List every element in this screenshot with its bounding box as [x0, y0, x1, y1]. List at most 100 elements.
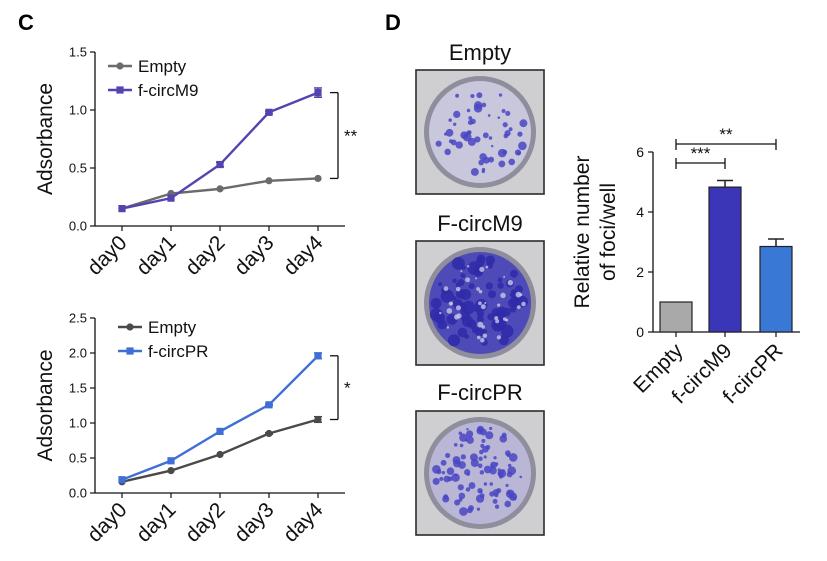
colony-spot	[490, 461, 498, 469]
colony-spot	[457, 279, 465, 287]
colony-spot	[494, 504, 500, 509]
colony-spot	[509, 305, 517, 313]
bar	[659, 301, 693, 333]
legend-label: f-circPR	[148, 342, 208, 361]
colony-spot	[481, 438, 486, 443]
colony-spot	[475, 298, 488, 312]
colony-spot	[466, 436, 474, 444]
colony-spot	[501, 109, 506, 113]
colony-spot	[504, 130, 511, 137]
colony-gap	[521, 301, 526, 307]
series-line-1	[121, 354, 319, 481]
colony-spot	[454, 499, 461, 506]
colony-spot	[452, 257, 465, 270]
colony-spot	[461, 265, 466, 270]
colony-spot	[498, 335, 509, 346]
colony-spot	[480, 428, 487, 436]
significance-label: **	[344, 127, 358, 146]
colony-spot	[504, 500, 512, 508]
colony-spot	[445, 452, 451, 458]
colony-gap	[465, 277, 471, 283]
colony-gap	[480, 338, 485, 343]
colony-spot	[440, 289, 454, 303]
colony-gap	[507, 279, 514, 286]
y-axis-title: Adsorbance	[34, 349, 57, 461]
colony-spot	[505, 483, 509, 488]
colony-spot	[473, 101, 483, 110]
colony-spot	[468, 482, 476, 489]
colony-spot	[479, 470, 485, 475]
colony-spot	[474, 136, 481, 143]
colony-gap	[475, 277, 478, 280]
colony-spot	[454, 473, 458, 477]
significance-label: **	[719, 125, 733, 144]
colony-spot	[485, 431, 494, 440]
colony-spot	[478, 159, 484, 166]
colony-spot	[508, 127, 513, 132]
colony-gap	[455, 286, 461, 292]
colony-spot	[519, 119, 528, 128]
colony-spot	[476, 315, 485, 323]
colony-gap	[478, 289, 483, 294]
colony-gap	[479, 266, 485, 273]
colony-spot	[458, 492, 466, 500]
legend-label: Empty	[138, 57, 187, 76]
data-point	[167, 194, 175, 202]
colony-spot	[514, 285, 523, 294]
dish-title: F-circPR	[437, 380, 523, 405]
colony-spot	[493, 456, 497, 460]
colony-spot	[497, 282, 504, 289]
data-point	[216, 185, 224, 193]
colony-spot	[483, 482, 488, 486]
colony-spot	[498, 160, 506, 168]
legend-label: Empty	[148, 318, 197, 337]
y-tick-label: 0.0	[69, 219, 87, 234]
colony-spot	[479, 493, 485, 499]
x-tick-label: day0	[83, 498, 131, 546]
colony-spot	[489, 482, 494, 486]
y-tick-label: 4	[636, 204, 644, 220]
colony-spot	[430, 297, 442, 309]
data-point	[216, 450, 224, 459]
colony-spot	[478, 456, 483, 461]
data-point	[265, 108, 273, 116]
colony-gap	[443, 286, 449, 291]
x-tick-label: day3	[230, 231, 278, 279]
colony-spot	[464, 334, 470, 339]
data-point	[118, 205, 126, 213]
dish-title: F-circM9	[437, 211, 523, 236]
y-tick-label: 2.0	[69, 346, 87, 361]
colony-spot	[446, 467, 455, 475]
data-point	[265, 429, 273, 438]
colony-spot	[466, 108, 471, 113]
colony-spot	[470, 458, 479, 468]
colony-spot	[488, 290, 497, 299]
data-point	[265, 401, 273, 409]
colony-spot	[459, 507, 468, 516]
colony-spot	[519, 475, 523, 479]
colony-gap	[519, 293, 523, 297]
colony-gap	[460, 270, 463, 273]
colony-spot	[489, 426, 493, 431]
colony-spot	[458, 461, 466, 469]
y-tick-label: 1.5	[69, 45, 87, 60]
colony-spot	[450, 139, 457, 146]
colony-spot	[482, 445, 489, 453]
bar	[708, 186, 742, 333]
colony-spot	[488, 136, 493, 140]
colony-spot	[457, 327, 468, 338]
legend-marker	[116, 86, 124, 94]
colony-spot	[497, 116, 501, 119]
colony-spot	[466, 472, 470, 476]
colony-gap	[476, 287, 480, 291]
legend-label: f-circM9	[138, 81, 198, 100]
colony-spot	[443, 475, 451, 483]
colony-spot	[444, 148, 451, 156]
dish-plate	[429, 81, 531, 183]
colony-gap	[448, 301, 453, 306]
x-tick-label: day2	[181, 498, 229, 546]
colony-spot	[490, 144, 494, 148]
colony-gap	[482, 333, 488, 338]
series-line-0	[121, 177, 319, 210]
